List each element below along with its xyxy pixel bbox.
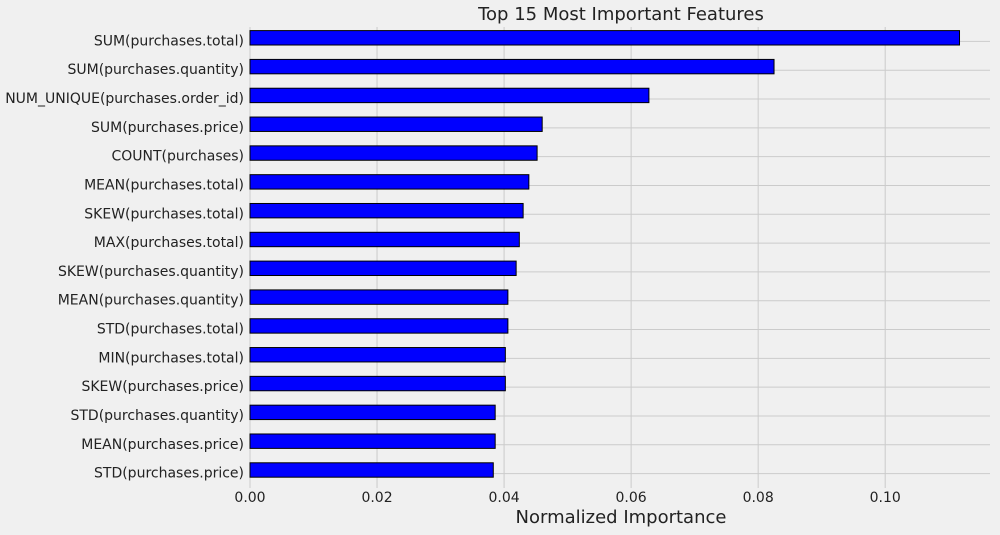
x-tick-label: 0.08: [743, 490, 774, 506]
bar: [249, 231, 520, 248]
y-tick-label: MAX(purchases.total): [94, 235, 244, 251]
bar: [249, 318, 509, 334]
x-tick-label: 0.00: [234, 490, 265, 506]
y-tick-label: SKEW(purchases.quantity): [58, 264, 244, 280]
bar: [249, 375, 506, 392]
bar: [249, 347, 506, 363]
x-tick-label: 0.10: [870, 490, 901, 506]
y-tick-label: STD(purchases.quantity): [70, 408, 244, 424]
y-tick-label: SUM(purchases.quantity): [67, 62, 244, 78]
y-tick-label: SKEW(purchases.price): [81, 379, 244, 395]
y-tick-label: SUM(purchases.price): [91, 120, 244, 136]
bar: [249, 404, 496, 421]
chart-title: Top 15 Most Important Features: [477, 4, 764, 25]
y-tick-label: STD(purchases.total): [97, 322, 244, 338]
bar: [249, 145, 538, 161]
y-tick-label: MEAN(purchases.quantity): [58, 293, 244, 309]
y-tick-label: SKEW(purchases.total): [84, 206, 244, 222]
x-axis-label: Normalized Importance: [516, 507, 727, 528]
bar: [249, 202, 524, 219]
x-tick-label: 0.06: [616, 490, 647, 506]
x-tick-label: 0.02: [361, 490, 392, 506]
bar: [249, 87, 650, 104]
bar: [249, 174, 530, 190]
bar: [249, 116, 543, 132]
y-tick-label: SUM(purchases.total): [94, 33, 244, 49]
y-tick-label: MIN(purchases.total): [98, 350, 244, 366]
bar: [249, 289, 509, 305]
y-tick-label: MEAN(purchases.price): [81, 437, 244, 453]
y-tick-label: COUNT(purchases): [111, 149, 244, 165]
bar: [249, 30, 961, 46]
bar: [249, 462, 494, 478]
y-tick-label: MEAN(purchases.total): [84, 177, 244, 193]
bar: [249, 433, 496, 449]
y-tick-label: STD(purchases.price): [94, 466, 244, 482]
bar: [249, 58, 775, 75]
y-tick-label: NUM_UNIQUE(purchases.order_id): [5, 91, 244, 107]
x-tick-label: 0.04: [488, 490, 519, 506]
bar: [249, 260, 517, 277]
